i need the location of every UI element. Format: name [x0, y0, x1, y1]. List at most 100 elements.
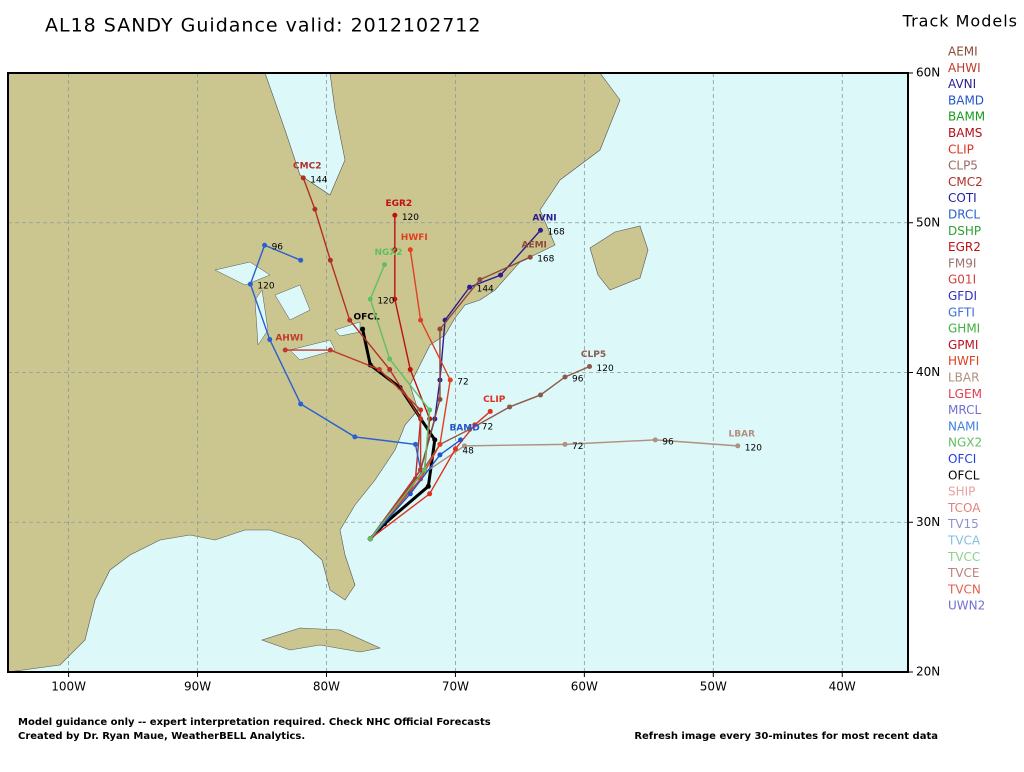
track-point — [487, 408, 493, 414]
track-point — [418, 317, 424, 323]
hour-label: 72 — [482, 422, 493, 432]
x-tick-label: 40W — [829, 680, 856, 694]
track-point — [418, 467, 424, 473]
track-point — [437, 441, 443, 447]
track-point — [527, 254, 533, 260]
track-point — [382, 262, 388, 268]
footer-refresh: Refresh image every 30-minutes for most … — [634, 731, 938, 742]
track-point — [407, 367, 413, 373]
hour-label: 120 — [257, 282, 274, 292]
legend-item: TVCA — [947, 534, 981, 548]
track-point — [392, 247, 398, 253]
track-name: HWFI — [401, 233, 428, 243]
track-point — [427, 491, 433, 497]
track-point — [477, 277, 483, 283]
legend-item: LBAR — [948, 371, 979, 385]
hour-label: 72 — [457, 377, 468, 387]
legend-item: HWFI — [948, 354, 979, 368]
track-name: AVNI — [532, 214, 556, 224]
track-point — [467, 284, 473, 290]
hour-label: 96 — [662, 437, 674, 447]
hour-label: 168 — [548, 228, 565, 238]
track-line — [369, 249, 451, 540]
track-point — [538, 227, 544, 233]
track-point — [387, 356, 393, 362]
legend-item: GFTI — [948, 305, 975, 319]
track-point — [267, 337, 273, 343]
hour-label: 96 — [272, 243, 284, 253]
footer-credit: Created by Dr. Ryan Maue, WeatherBELL An… — [18, 731, 305, 742]
track-point — [407, 247, 413, 253]
legend-item: NAMI — [948, 419, 979, 433]
track-point — [392, 296, 398, 302]
legend-title: Track Models — [902, 12, 1018, 31]
track-point — [437, 326, 443, 332]
track-name: BAMD — [449, 423, 479, 433]
legend-item: G01I — [948, 273, 976, 287]
legend-item: SHIP — [948, 485, 975, 499]
legend-item: GHMI — [948, 322, 980, 336]
hour-label: 120 — [597, 364, 614, 374]
track-point — [735, 443, 741, 449]
legend-item: AHWI — [948, 61, 981, 75]
hour-label: 144 — [310, 175, 327, 185]
x-tick-label: 60W — [571, 680, 598, 694]
track-point — [367, 296, 373, 302]
legend-item: EGR2 — [948, 240, 981, 254]
legend-item: GFDI — [948, 289, 977, 303]
hour-label: 96 — [572, 374, 584, 384]
hour-label: 48 — [462, 446, 474, 456]
track-point — [498, 272, 504, 278]
track-point — [432, 437, 438, 443]
track-point — [347, 317, 353, 323]
track-point — [312, 206, 318, 212]
title: AL18 SANDY Guidance valid: 2012102712 — [45, 15, 481, 37]
track-name: EGR2 — [385, 199, 412, 209]
track-line — [369, 264, 431, 540]
track-point — [452, 446, 458, 452]
track-point — [652, 437, 658, 443]
legend-item: TVCC — [947, 550, 980, 564]
track-point — [427, 407, 433, 413]
track-point — [461, 443, 467, 449]
track-point — [360, 326, 366, 332]
track-point — [247, 281, 253, 287]
hour-label: 120 — [402, 213, 419, 223]
track-name: CMC2 — [293, 161, 321, 171]
x-tick-label: 70W — [442, 680, 469, 694]
x-tick-label: 80W — [313, 680, 340, 694]
track-point — [376, 367, 382, 373]
track-name: CLIP — [483, 395, 506, 405]
legend-item: UWN2 — [948, 599, 985, 613]
legend-item: AVNI — [948, 77, 976, 91]
track-point — [437, 396, 443, 402]
legend-item: CMC2 — [948, 175, 983, 189]
legend-item: DRCL — [948, 208, 980, 222]
track-point — [300, 175, 306, 181]
track-point — [282, 347, 288, 353]
track-point — [447, 377, 453, 383]
grid — [8, 73, 908, 672]
legend-item: FM9I — [948, 256, 976, 270]
y-tick-label: 30N — [916, 515, 940, 529]
legend-item: AEMI — [948, 45, 978, 59]
track-point — [327, 257, 333, 263]
y-tick-label: 40N — [916, 365, 940, 379]
track-point — [412, 441, 418, 447]
track-point — [407, 491, 413, 497]
axes: 100W 90W 80W 70W 60W 50W 40W 60N 50N 40N 30N 20N — [51, 66, 940, 694]
track-point — [437, 452, 443, 458]
legend-item: NGX2 — [948, 436, 982, 450]
x-tick-label: 90W — [184, 680, 211, 694]
hour-label: 168 — [537, 255, 554, 265]
hour-label: 120 — [377, 297, 394, 307]
track-point — [367, 536, 373, 542]
track-point — [538, 392, 544, 398]
track-point — [298, 257, 304, 263]
legend-item: TVCN — [947, 582, 981, 596]
y-tick-label: 50N — [916, 215, 940, 229]
y-tick-label: 20N — [916, 665, 940, 679]
x-tick-label: 50W — [700, 680, 727, 694]
